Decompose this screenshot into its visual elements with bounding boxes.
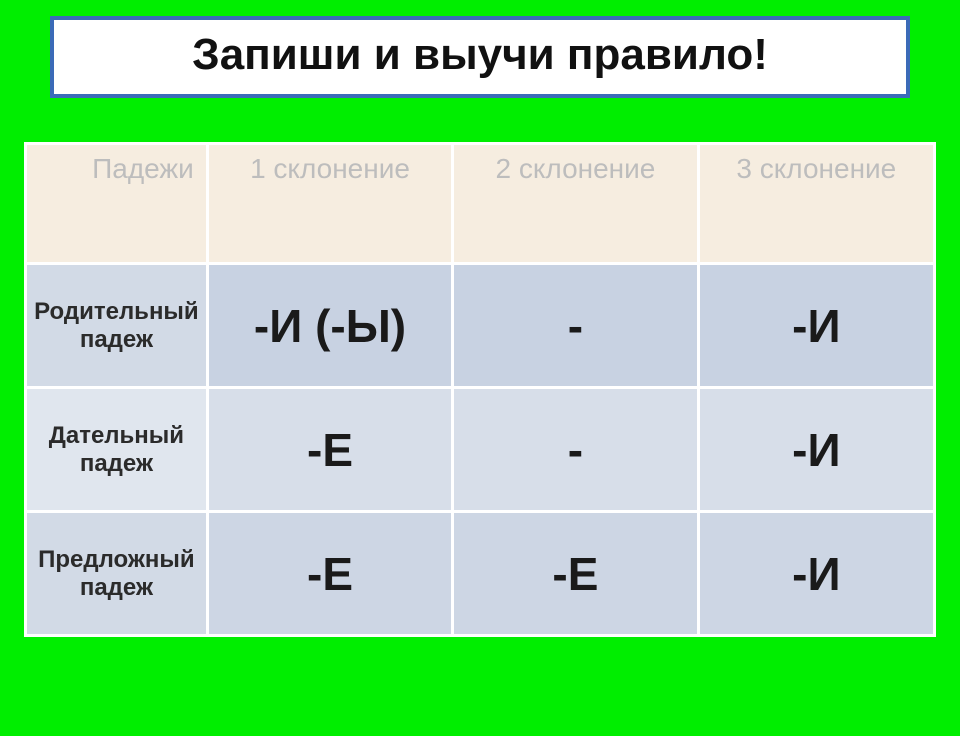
cell: -И (-Ы) <box>207 264 452 388</box>
table-header-row: Падежи 1 склонение 2 склонение 3 склонен… <box>26 144 935 264</box>
cell: -И <box>698 388 934 512</box>
page-title: Запиши и выучи правило! <box>54 30 906 80</box>
table-row: Предложный падеж -Е -Е -И <box>26 512 935 636</box>
cell: - <box>453 264 698 388</box>
table-row: Дательный падеж -Е - -И <box>26 388 935 512</box>
row-label-prepositional: Предложный падеж <box>26 512 208 636</box>
table-row: Родительный падеж -И (-Ы) - -И <box>26 264 935 388</box>
cell: -Е <box>207 512 452 636</box>
row-label-genitive: Родительный падеж <box>26 264 208 388</box>
col-header-decl3: 3 склонение <box>698 144 934 264</box>
row-label-dative: Дательный падеж <box>26 388 208 512</box>
col-header-decl2: 2 склонение <box>453 144 698 264</box>
cell: -И <box>698 264 934 388</box>
cell: -Е <box>453 512 698 636</box>
cell: -Е <box>207 388 452 512</box>
declension-table: Падежи 1 склонение 2 склонение 3 склонен… <box>24 142 936 637</box>
col-header-decl1: 1 склонение <box>207 144 452 264</box>
col-header-cases: Падежи <box>26 144 208 264</box>
cell: - <box>453 388 698 512</box>
cell: -И <box>698 512 934 636</box>
title-panel: Запиши и выучи правило! <box>50 16 910 98</box>
